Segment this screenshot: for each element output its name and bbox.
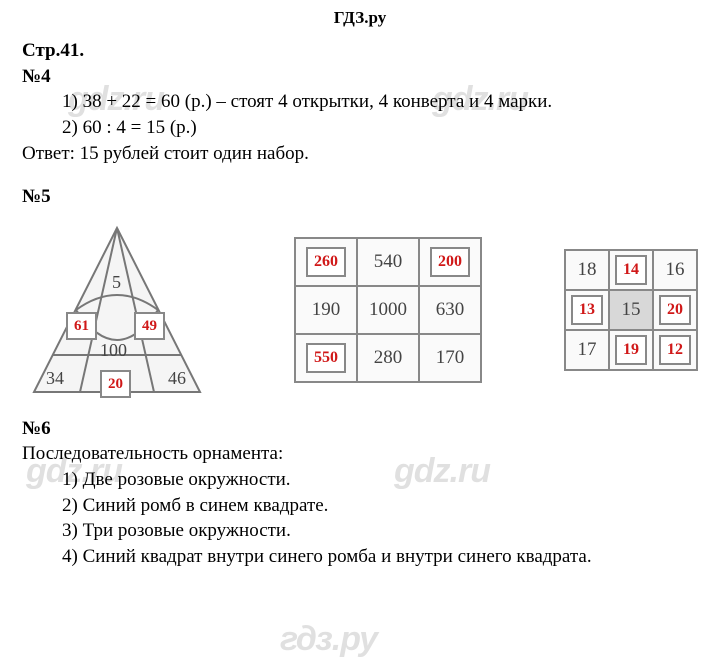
grid-cell: 12 [653,330,697,370]
watermark-text: гдз.ру [280,620,377,659]
grid-cell: 17 [565,330,609,370]
small-square-puzzle: 181416 131520 171912 [564,249,698,371]
tri-top: 5 [112,270,121,294]
tri-center: 100 [100,338,127,362]
grid-cell: 280 [357,334,419,382]
grid-cell: 550 [295,334,357,382]
grid-cell: 15 [609,290,653,330]
grid-cell: 260 [295,238,357,286]
grid-cell: 170 [419,334,481,382]
task6-line2: 2) Синий ромб в синем квадрате. [22,493,698,519]
task5-label: №5 [22,184,698,210]
grid-cell: 18 [565,250,609,290]
task4-label: №4 [22,64,698,90]
grid-cell: 20 [653,290,697,330]
task4-line2: 2) 60 : 4 = 15 (р.) [22,115,698,141]
task4-line1: 1) 38 + 22 = 60 (р.) – стоят 4 открытки,… [22,89,698,115]
triangle-puzzle: 5 61 49 100 34 20 46 [22,220,212,400]
tri-bot-left: 34 [46,366,64,390]
grid-cell: 13 [565,290,609,330]
task6-line1: 1) Две розовые окружности. [22,467,698,493]
tri-left-box: 61 [66,312,97,340]
task6-line4: 4) Синий квадрат внутри синего ромба и в… [22,544,698,570]
grid-cell: 630 [419,286,481,334]
grid-cell: 14 [609,250,653,290]
grid-cell: 200 [419,238,481,286]
tri-bot-right: 46 [168,366,186,390]
page-content: Стр.41. №4 1) 38 + 22 = 60 (р.) – стоят … [0,28,720,570]
tri-bot-mid-box: 20 [100,370,131,398]
task4-answer: Ответ: 15 рублей стоит один набор. [22,141,698,167]
task5-puzzles: 5 61 49 100 34 20 46 260540200 1901000630… [22,210,698,410]
grid-cell: 19 [609,330,653,370]
big-square-puzzle: 260540200 1901000630 550280170 [294,237,482,383]
grid-cell: 16 [653,250,697,290]
tri-right-box: 49 [134,312,165,340]
task6-label: №6 [22,416,698,442]
task6-line3: 3) Три розовые окружности. [22,518,698,544]
grid-cell: 190 [295,286,357,334]
grid-cell: 1000 [357,286,419,334]
task6-intro: Последовательность орнамента: [22,441,698,467]
page-ref: Стр.41. [22,38,698,64]
grid-cell: 540 [357,238,419,286]
site-header: ГДЗ.ру [0,0,720,28]
